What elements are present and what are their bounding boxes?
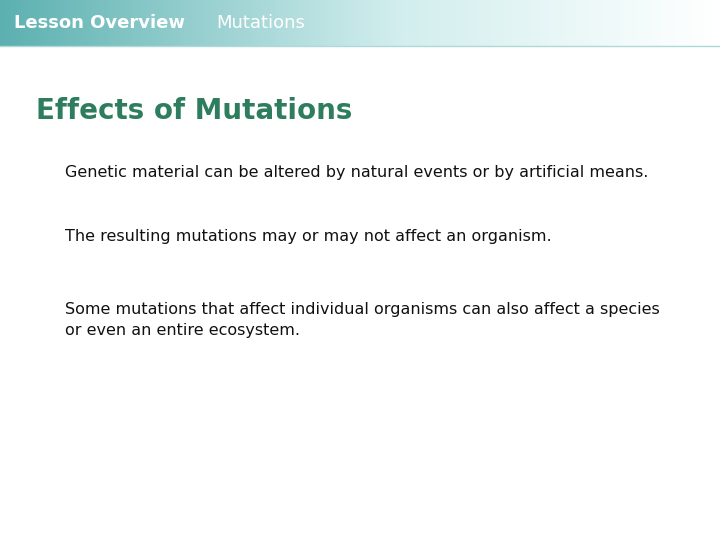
- Text: Effects of Mutations: Effects of Mutations: [36, 97, 352, 125]
- Text: Genetic material can be altered by natural events or by artificial means.: Genetic material can be altered by natur…: [65, 165, 648, 180]
- Text: Some mutations that affect individual organisms can also affect a species
or eve: Some mutations that affect individual or…: [65, 302, 660, 339]
- Text: Mutations: Mutations: [216, 14, 305, 32]
- Text: Lesson Overview: Lesson Overview: [14, 14, 186, 32]
- Text: The resulting mutations may or may not affect an organism.: The resulting mutations may or may not a…: [65, 230, 552, 245]
